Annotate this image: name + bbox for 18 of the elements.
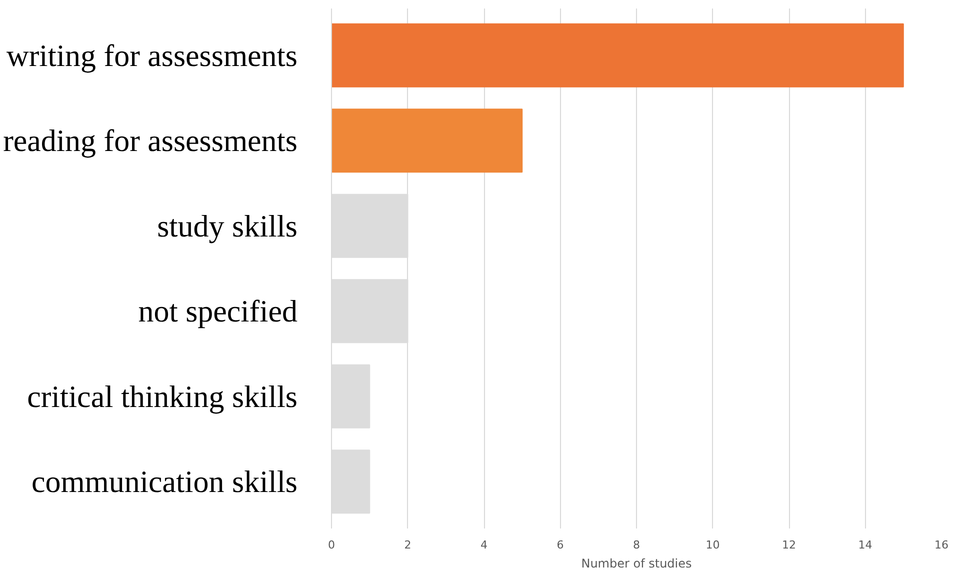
x-tick-label: 4 [480,538,488,552]
y-tick-label: study skills [157,208,298,244]
x-tick-label: 12 [782,538,796,552]
y-tick-label: reading for assessments [3,123,298,158]
x-tick-label: 10 [706,538,720,552]
x-tick-label: 16 [934,538,948,552]
bar [332,23,904,88]
x-tick-label: 0 [328,538,335,552]
bar [332,108,523,173]
y-tick-label: not specified [138,294,298,329]
y-tick-label: communication skills [31,464,298,500]
x-tick-label: 6 [556,538,564,552]
x-tick-label: 2 [404,538,412,552]
y-tick-label: writing for assessments [6,38,298,73]
x-tick-label: 8 [633,538,640,552]
x-tick-label: 14 [858,538,872,552]
y-tick-label: critical thinking skills [27,378,298,414]
x-axis-title: Number of studies [581,556,692,570]
